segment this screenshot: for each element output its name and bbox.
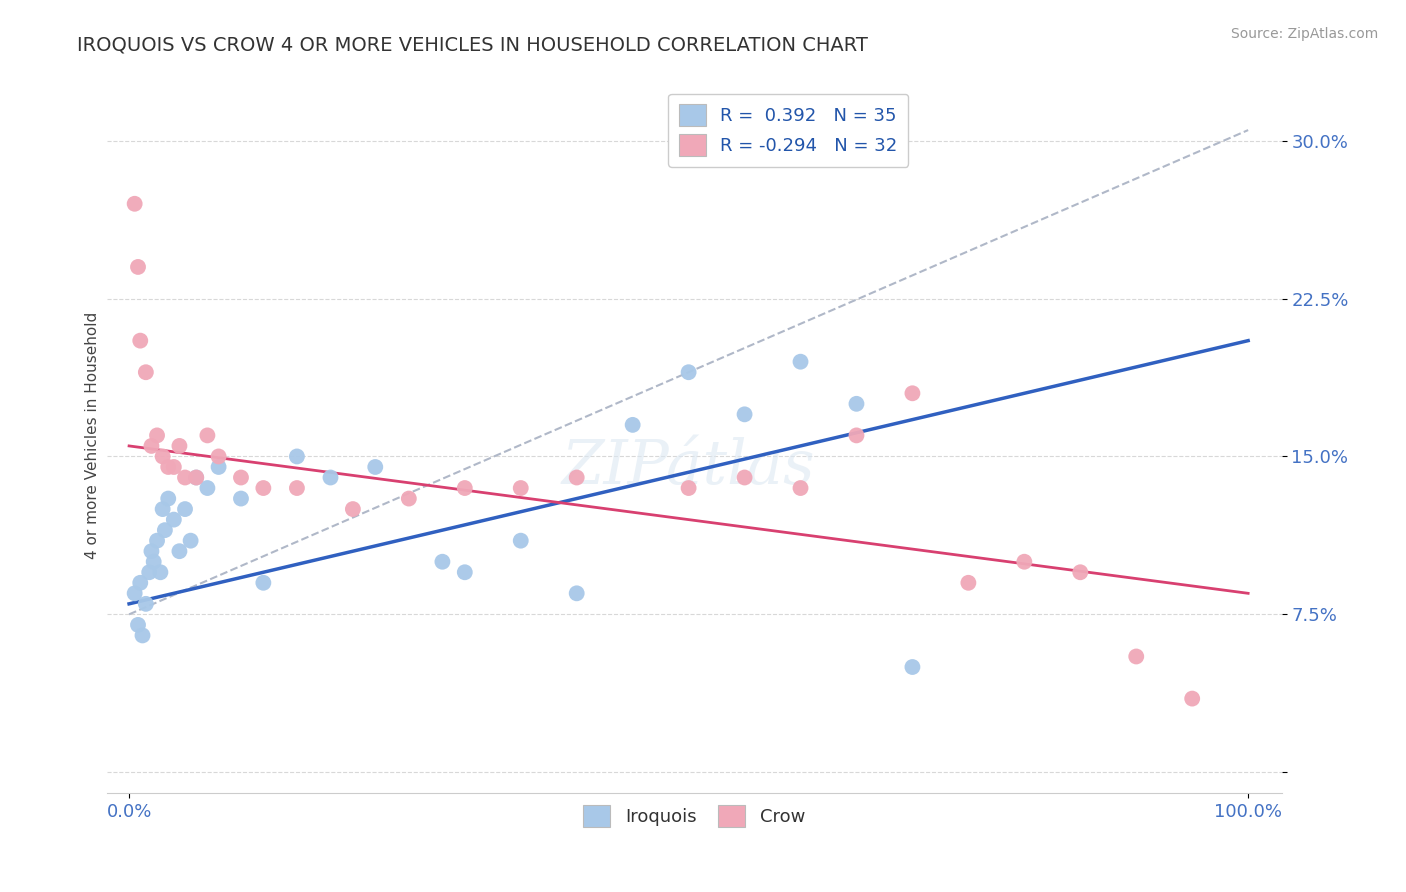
Point [135,597,157,611]
Point [124,196,146,211]
Point [127,260,149,274]
Point [678,365,700,379]
Point [146,533,169,548]
Point [163,460,186,475]
Point [901,660,924,674]
Point [252,575,274,590]
Point [138,566,160,580]
Point [186,470,208,484]
Point [678,481,700,495]
Point [207,450,229,464]
Point [509,481,531,495]
Point [734,470,756,484]
Point [152,450,174,464]
Point [845,428,868,442]
Point [141,439,163,453]
Point [207,460,229,475]
Point [509,533,531,548]
Point [454,566,477,580]
Point [124,586,146,600]
Point [127,618,149,632]
Point [169,439,191,453]
Point [157,491,180,506]
Point [146,428,169,442]
Point [129,334,152,348]
Point [153,523,176,537]
Point [180,533,202,548]
Point [845,397,868,411]
Point [1125,649,1147,664]
Point [129,575,152,590]
Y-axis label: 4 or more Vehicles in Household: 4 or more Vehicles in Household [86,312,100,559]
Point [364,460,387,475]
Point [565,470,588,484]
Point [1014,555,1036,569]
Text: IROQUOIS VS CROW 4 OR MORE VEHICLES IN HOUSEHOLD CORRELATION CHART: IROQUOIS VS CROW 4 OR MORE VEHICLES IN H… [77,36,869,54]
Point [149,566,172,580]
Point [142,555,165,569]
Point [229,491,252,506]
Point [789,354,811,368]
Point [174,470,197,484]
Point [432,555,454,569]
Text: Source: ZipAtlas.com: Source: ZipAtlas.com [1230,27,1378,41]
Point [169,544,191,558]
Point [789,481,811,495]
Point [342,502,364,516]
Point [186,470,208,484]
Point [957,575,980,590]
Point [135,365,157,379]
Point [229,470,252,484]
Point [163,513,186,527]
Point [141,544,163,558]
Point [1069,566,1091,580]
Point [157,460,180,475]
Point [454,481,477,495]
Point [174,502,197,516]
Point [252,481,274,495]
Point [565,586,588,600]
Text: ZIPátlas: ZIPátlas [562,437,815,497]
Point [131,628,153,642]
Point [197,481,219,495]
Point [621,417,644,432]
Point [319,470,342,484]
Point [901,386,924,401]
Point [152,502,174,516]
Point [734,408,756,422]
Legend: Iroquois, Crow: Iroquois, Crow [576,798,813,834]
Point [1181,691,1204,706]
Point [197,428,219,442]
Point [285,450,308,464]
Point [285,481,308,495]
Point [398,491,420,506]
